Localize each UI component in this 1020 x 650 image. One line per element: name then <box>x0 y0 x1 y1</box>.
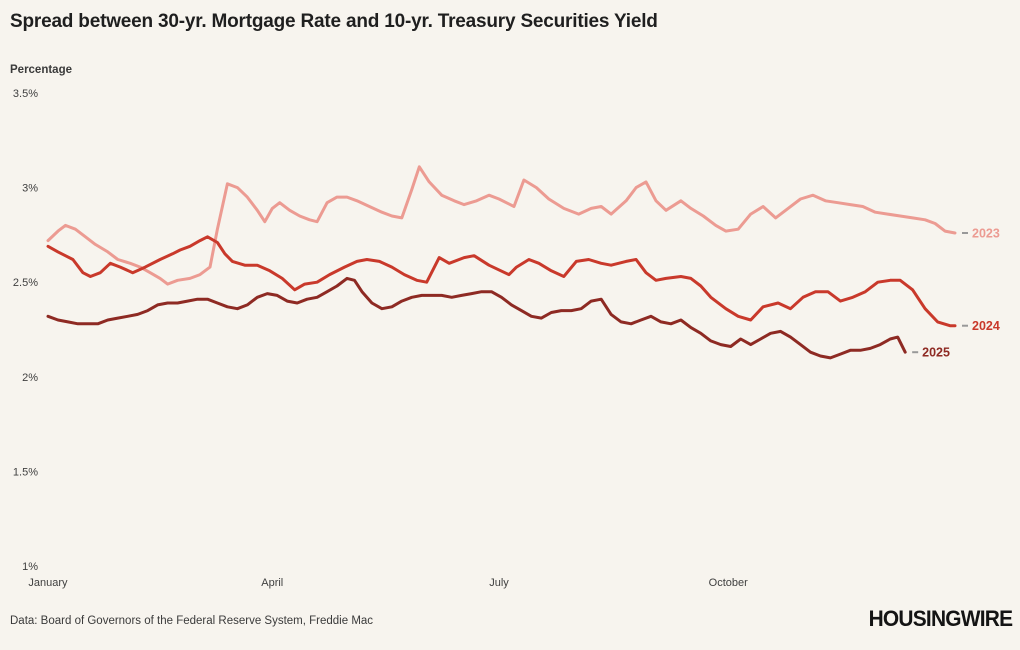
series-line-2023 <box>46 165 957 286</box>
y-axis-title: Percentage <box>10 64 73 76</box>
series-end-label-2024: 2024 <box>972 319 1000 333</box>
y-tick-label-2%: 2% <box>22 372 38 384</box>
y-tick-label-2.5%: 2.5% <box>13 277 38 289</box>
y-tick-label-1.5%: 1.5% <box>13 466 38 478</box>
y-tick-label-3.5%: 3.5% <box>13 88 38 100</box>
chart-title: Spread between 30-yr. Mortgage Rate and … <box>10 11 658 32</box>
housingwire-logo: HOUSINGWIRE <box>868 606 1013 631</box>
series-line-2024 <box>46 235 957 328</box>
x-tick-label-january: January <box>28 577 68 589</box>
x-tick-label-july: July <box>489 577 509 589</box>
series-end-label-2025: 2025 <box>922 346 950 360</box>
y-tick-label-1%: 1% <box>22 561 38 573</box>
data-source-note: Data: Board of Governors of the Federal … <box>10 615 374 627</box>
x-tick-label-october: October <box>709 577 748 589</box>
series-end-label-2023: 2023 <box>972 227 1000 241</box>
series-line-2025 <box>46 276 907 360</box>
y-tick-label-3%: 3% <box>22 183 38 195</box>
x-tick-label-april: April <box>261 577 283 589</box>
